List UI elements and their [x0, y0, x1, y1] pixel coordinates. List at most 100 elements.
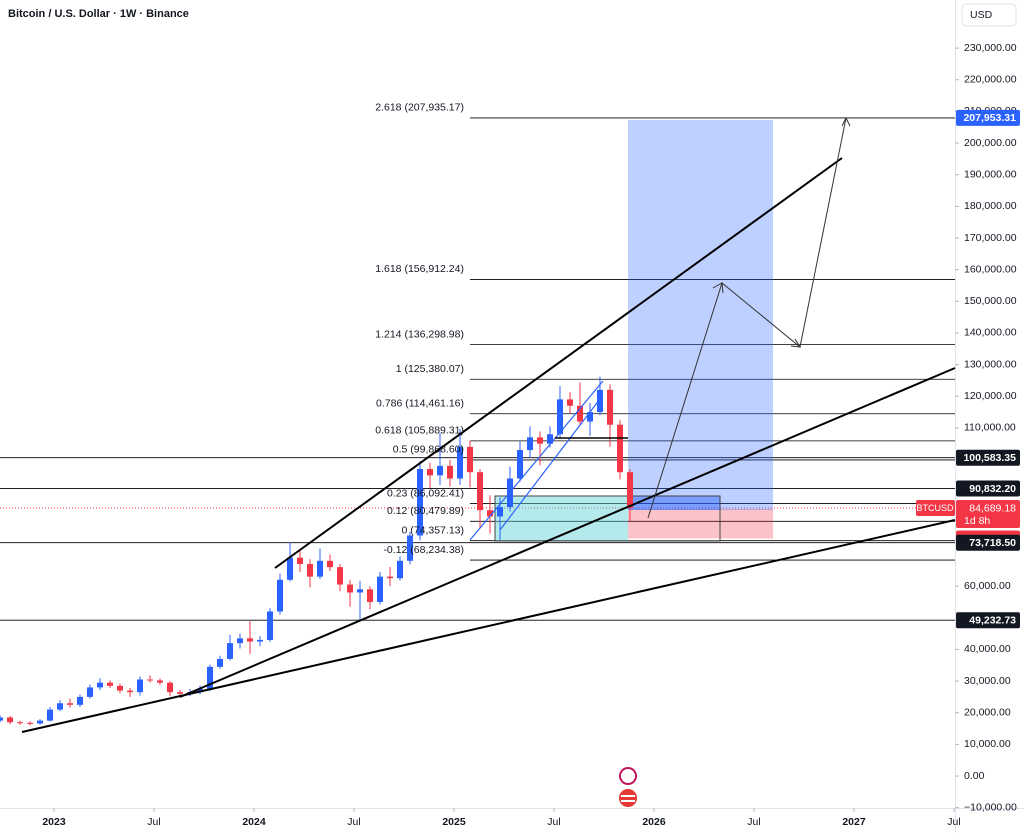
x-tick-label: Jul	[947, 816, 960, 828]
candle-body	[137, 679, 143, 693]
fib-label: -0.12 (68,234.38)	[383, 544, 464, 556]
channel-line	[469, 380, 604, 541]
candle-body	[337, 567, 343, 585]
candle-body	[327, 560, 333, 568]
currency-label[interactable]: USD	[970, 9, 993, 21]
y-tick-label: −10,000.00	[964, 801, 1017, 813]
price-tag-label: 73,718.50	[969, 537, 1016, 549]
x-tick-label: Jul	[347, 816, 360, 828]
trend-line	[179, 367, 956, 698]
candle-body	[627, 472, 633, 509]
candle-body	[177, 692, 183, 694]
price-tag-label: 100,583.35	[963, 452, 1016, 464]
flag-stripe	[621, 800, 635, 802]
candle-body	[107, 682, 113, 686]
candle-body	[0, 717, 3, 721]
projection-box	[628, 120, 773, 510]
candle-body	[607, 389, 613, 425]
candle-body	[617, 424, 623, 473]
price-tag	[956, 109, 1020, 126]
target-box	[628, 496, 720, 510]
candle-body	[217, 658, 223, 667]
trend-line	[274, 157, 843, 569]
candle-body	[367, 589, 373, 602]
price-tag	[956, 612, 1020, 629]
last-price-label: 84,689.18	[969, 502, 1016, 514]
candle-body	[157, 680, 163, 683]
fib-label: 1.214 (136,298.98)	[375, 328, 464, 340]
y-tick-label: 220,000.00	[964, 74, 1017, 86]
x-tick-label: Jul	[747, 816, 760, 828]
candle-body	[307, 563, 313, 577]
candle-body	[517, 450, 523, 479]
candle-body	[467, 446, 473, 473]
candle-body	[7, 717, 13, 723]
x-tick-label: 2026	[642, 816, 666, 828]
candle-body	[287, 557, 293, 580]
y-tick-label: 170,000.00	[964, 232, 1017, 244]
candle-body	[267, 611, 273, 640]
fib-label: 1 (125,380.07)	[396, 363, 464, 375]
last-price-name-tag	[916, 500, 955, 517]
candle-body	[597, 389, 603, 413]
candle-body	[127, 690, 133, 693]
y-tick-label: 110,000.00	[964, 422, 1016, 434]
candle-body	[237, 638, 243, 644]
candle-body	[47, 709, 53, 721]
candle-body	[297, 557, 303, 564]
countdown: 1d 8h	[964, 515, 990, 527]
candle-body	[77, 696, 83, 705]
candle-body	[557, 399, 563, 435]
candle-body	[347, 584, 353, 593]
candle-body	[427, 469, 433, 476]
flag-stripe	[621, 795, 635, 797]
y-tick-label: 130,000.00	[964, 358, 1017, 370]
event-icon[interactable]	[619, 789, 637, 807]
candle-body	[87, 687, 93, 697]
last-price-tag	[956, 500, 1020, 529]
candle-body	[357, 589, 363, 593]
y-tick-label: 190,000.00	[964, 168, 1017, 180]
candle-body	[477, 472, 483, 511]
y-tick-label: 230,000.00	[964, 42, 1017, 54]
fib-label: 2.618 (207,935.17)	[375, 102, 464, 114]
candle-body	[17, 722, 23, 724]
candle-body	[387, 576, 393, 579]
range-box	[495, 496, 628, 541]
fib-label: 0.786 (114,461.16)	[376, 398, 464, 410]
y-tick-label: 10,000.00	[964, 738, 1011, 750]
y-tick-label: 0.00	[964, 770, 985, 782]
candle-body	[377, 576, 383, 602]
candle-body	[547, 434, 553, 444]
x-tick-label: 2027	[842, 816, 866, 828]
price-tag-label: 90,832.20	[969, 483, 1016, 495]
candle-body	[207, 666, 213, 689]
y-tick-label: 30,000.00	[964, 675, 1011, 687]
candle-body	[117, 685, 123, 691]
candle-body	[27, 722, 33, 724]
price-tag	[956, 534, 1020, 551]
price-tag	[956, 480, 1020, 497]
fib-label: 1.618 (156,912.24)	[375, 263, 464, 275]
y-tick-label: 180,000.00	[964, 200, 1017, 212]
y-tick-label: 20,000.00	[964, 707, 1011, 719]
candle-body	[587, 412, 593, 422]
price-tag	[956, 449, 1020, 466]
event-icon[interactable]	[619, 767, 637, 785]
y-tick-label: 160,000.00	[964, 263, 1017, 275]
x-tick-label: Jul	[547, 816, 560, 828]
currency-button[interactable]	[961, 3, 1017, 27]
candle-body	[487, 510, 493, 517]
candle-body	[577, 405, 583, 422]
candle-body	[417, 469, 423, 536]
candle-body	[317, 560, 323, 577]
arrow-head	[790, 338, 801, 348]
candle-body	[167, 682, 173, 693]
candle-body	[97, 682, 103, 688]
arrow-head	[712, 282, 724, 294]
candle-body	[537, 437, 543, 444]
fib-label: 0 (74,357.13)	[402, 524, 464, 536]
x-tick-label: 2023	[42, 816, 66, 828]
range-outline	[494, 495, 721, 542]
